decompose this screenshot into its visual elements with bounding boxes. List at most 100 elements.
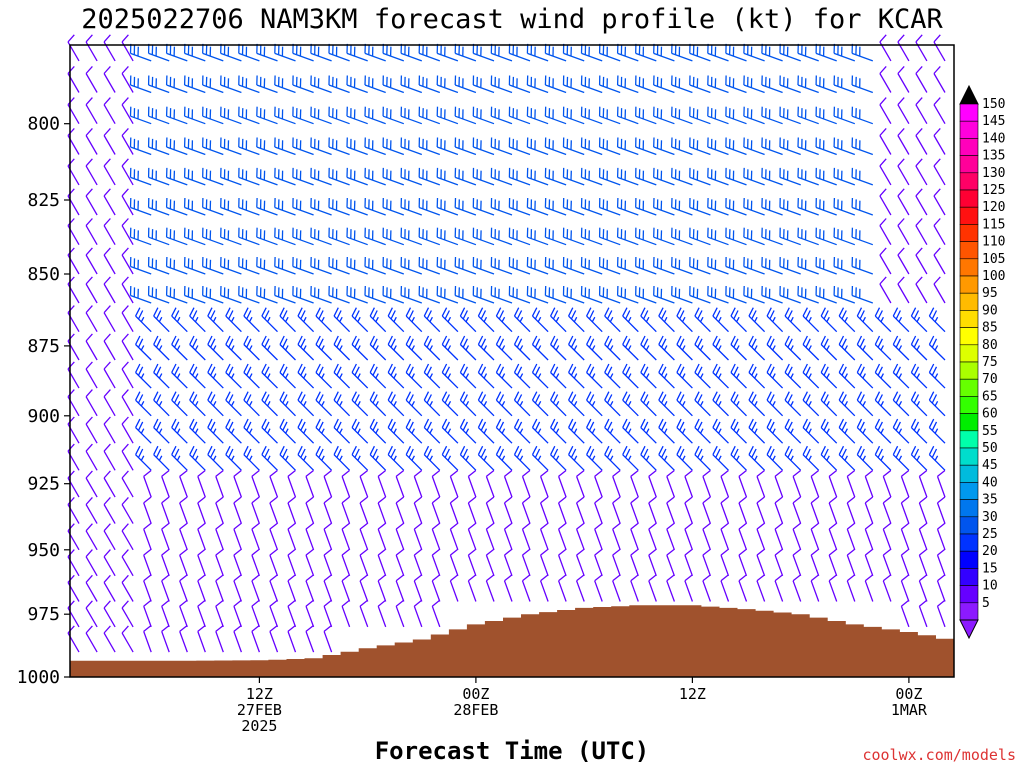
barb-flag-full <box>915 276 923 285</box>
wind-barb <box>85 523 98 551</box>
barb-shaft <box>233 476 243 498</box>
barb-shaft <box>720 554 730 577</box>
barb-flag-full <box>372 394 378 404</box>
wind-barb <box>892 335 910 361</box>
barb-flag-half <box>645 455 650 461</box>
wind-barb <box>346 197 368 216</box>
wind-barb <box>743 137 765 156</box>
barb-flag-full <box>823 394 829 404</box>
barb-flag-half <box>826 400 830 407</box>
wind-barb <box>761 137 783 156</box>
wind-barb <box>689 137 711 156</box>
wind-barb <box>323 469 333 498</box>
barb-flag-full <box>67 247 75 256</box>
barb-flag-full <box>666 548 675 556</box>
barb-shaft <box>103 104 116 125</box>
barb-flag-full <box>459 335 466 345</box>
wind-barb <box>197 599 206 628</box>
wind-barb <box>215 548 224 577</box>
barb-flag-full <box>550 445 556 455</box>
barb-flag-full <box>137 448 144 458</box>
barb-flag-full <box>784 445 790 455</box>
wind-barb <box>856 418 874 444</box>
wind-barb <box>274 256 296 275</box>
barb-flag-full <box>323 574 332 582</box>
barb-flag-full <box>153 445 159 455</box>
wind-barb <box>743 106 765 125</box>
wind-barb <box>712 307 729 333</box>
barb-shaft <box>915 283 928 304</box>
barb-shaft <box>449 502 459 524</box>
barb-flag-half <box>934 428 939 434</box>
barb-flag-half <box>429 400 433 407</box>
barb-flag-full <box>513 445 520 455</box>
barb-flag-full <box>859 310 865 320</box>
barb-flag-full <box>315 418 321 428</box>
barb-shaft <box>882 554 892 577</box>
barb-shaft <box>431 502 441 524</box>
barb-shaft <box>774 580 784 602</box>
barb-flag-full <box>287 496 296 504</box>
barb-flag-half <box>808 373 812 379</box>
wind-barb <box>215 599 224 628</box>
barb-flag-full <box>390 310 396 320</box>
barb-flag-half <box>393 345 397 351</box>
barb-flag-full <box>933 158 941 167</box>
barb-flag-full <box>377 496 387 504</box>
barb-flag-full <box>568 307 574 317</box>
wind-barb <box>179 624 188 653</box>
barb-flag-full <box>576 522 585 530</box>
barb-flag-full <box>341 469 350 477</box>
barb-flag-half <box>790 428 794 434</box>
barb-flag-full <box>766 335 772 345</box>
barb-flag-half <box>627 373 632 379</box>
wind-barb <box>129 106 152 125</box>
barb-shaft <box>467 476 477 498</box>
barb-flag-full <box>756 496 765 504</box>
wind-barb <box>103 496 116 524</box>
barb-flag-full <box>85 218 93 227</box>
barb-flag-full <box>426 421 432 431</box>
wind-barb <box>846 548 856 577</box>
barb-flag-full <box>892 335 899 345</box>
wind-barb <box>531 335 549 361</box>
barb-flag-full <box>712 307 718 317</box>
barb-shaft <box>197 476 206 498</box>
wind-barb <box>810 522 820 551</box>
barb-flag-full <box>390 366 396 376</box>
barb-flag-full <box>787 366 793 376</box>
barb-flag-full <box>643 338 649 348</box>
barb-flag-half <box>790 316 794 323</box>
barb-shaft <box>503 554 513 577</box>
wind-barb <box>436 256 459 275</box>
wind-barb <box>612 496 621 524</box>
barb-shaft <box>85 165 98 186</box>
barb-flag-full <box>604 335 610 345</box>
wind-barb <box>423 335 441 361</box>
barb-flag-half <box>140 316 145 323</box>
barb-flag-full <box>85 549 93 558</box>
wind-barb <box>346 75 368 94</box>
barb-flag-full <box>625 338 631 348</box>
barb-flag-full <box>215 469 224 477</box>
y-tick-label: 850 <box>27 264 60 285</box>
barb-flag-full <box>246 338 252 348</box>
wind-barb <box>165 167 188 186</box>
barb-flag-half <box>591 316 596 323</box>
wind-barb <box>297 418 315 444</box>
barb-shaft <box>756 476 766 498</box>
barb-shaft <box>233 631 243 653</box>
barb-flag-full <box>210 448 216 458</box>
barb-shaft <box>85 340 98 361</box>
barb-flag-full <box>915 34 923 43</box>
wind-barb <box>161 574 170 602</box>
wind-barb <box>748 391 766 417</box>
barb-flag-half <box>248 373 253 379</box>
barb-flag-full <box>534 448 541 458</box>
wind-barb <box>382 137 405 156</box>
barb-flag-full <box>179 469 188 477</box>
barb-flag-full <box>359 469 369 477</box>
barb-shaft <box>774 502 784 524</box>
barb-flag-full <box>841 366 847 376</box>
wind-barb <box>261 391 278 417</box>
